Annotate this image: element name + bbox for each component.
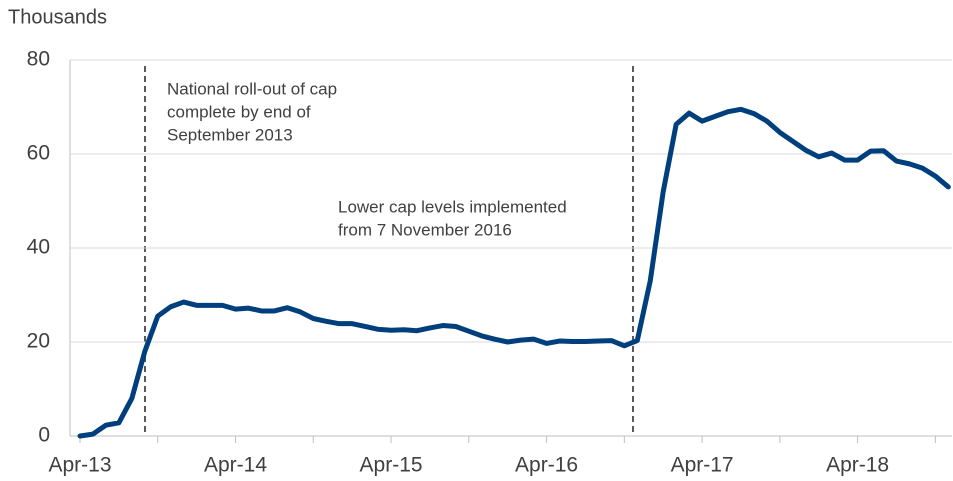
x-tick-label: Apr-16 [515,454,578,477]
x-tick-label: Apr-17 [671,454,734,477]
y-tick-label: 0 [38,424,50,447]
x-tick-label: Apr-13 [48,454,111,477]
annotation: September 2013 [167,125,293,144]
chart-title: Thousands [8,6,107,28]
x-tick-label: Apr-15 [360,454,423,477]
annotation: Lower cap levels implemented [338,197,567,216]
y-tick-label: 40 [27,236,50,259]
y-tick-label: 80 [27,48,50,71]
y-tick-label: 20 [27,330,50,353]
y-tick-label: 60 [27,142,50,165]
annotation: complete by end of [167,102,311,121]
series-line [77,106,951,439]
annotation: from 7 November 2016 [338,220,512,239]
x-tick-label: Apr-18 [826,454,889,477]
annotation: National roll-out of cap [167,79,337,98]
x-tick-label: Apr-14 [204,454,267,477]
